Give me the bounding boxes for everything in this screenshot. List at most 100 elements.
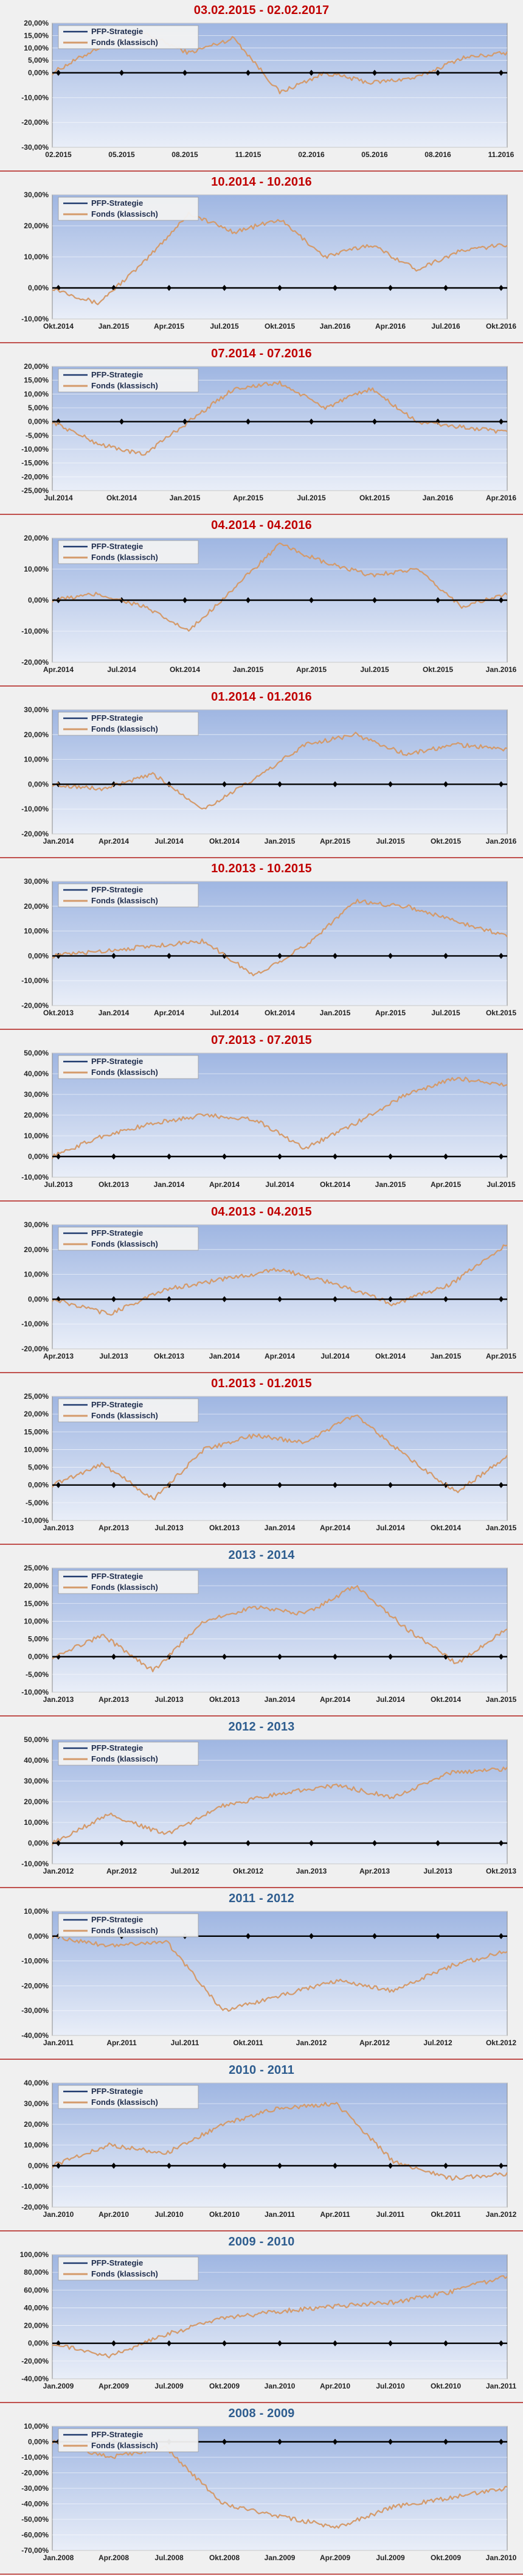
- y-tick-label: 20,00%: [24, 1410, 49, 1418]
- x-tick-label: Apr.2014: [43, 665, 74, 674]
- chart-svg: -25,00% -20,00% -15,00% -10,00% -5,00% 0,00% 5…: [21, 362, 516, 502]
- y-tick-label: 25,00%: [24, 1564, 49, 1572]
- x-tick-label: Jul.2013: [423, 1867, 452, 1875]
- x-tick-label: Jul.2014: [376, 1695, 405, 1704]
- x-tick-label: Jul.2015: [297, 494, 326, 502]
- y-tick-label: -10,00%: [21, 627, 49, 635]
- y-tick-label: 10,00%: [24, 565, 49, 573]
- series-fonds-line: [51, 1076, 508, 1159]
- x-tick-label: Okt.2013: [99, 1180, 129, 1189]
- y-tick-label: -10,00%: [21, 976, 49, 985]
- x-tick-label: Apr.2015: [233, 494, 263, 502]
- x-tick-label: Jan.2016: [486, 665, 517, 674]
- legend: PFP-Strategie Fonds (klassisch): [58, 25, 199, 49]
- x-tick-label: Okt.2008: [209, 2553, 240, 2562]
- y-tick-label: -10,00%: [21, 1957, 49, 1965]
- x-tick-label: Jan.2014: [265, 1524, 296, 1532]
- y-tick-label: 20,00%: [24, 1245, 49, 1254]
- x-tick-label: Jul.2009: [376, 2553, 405, 2562]
- y-tick-label: -10,00%: [21, 805, 49, 813]
- x-tick-label: Apr.2012: [359, 2039, 390, 2047]
- y-tick-label: 50,00%: [24, 1049, 49, 1057]
- x-tick-label: Jul.2009: [154, 2382, 184, 2390]
- x-tick-label: Apr.2015: [296, 665, 327, 674]
- y-tick-label: 10,00%: [24, 2141, 49, 2149]
- y-tick-label: 0,00%: [28, 2438, 49, 2446]
- chart-svg: -20,00% -10,00% 0,00% 10,00% 20,00% 30,00% Okt…: [21, 877, 516, 1017]
- chart-panel: 01.2013 - 01.2015 -10,00% -5,00% 0,00% 5,00%…: [0, 1373, 523, 1545]
- series-fonds-line: [52, 211, 508, 306]
- chart-svg: -70,00% -60,00% -50,00% -40,00% -30,00% -20,0…: [21, 2422, 516, 2562]
- x-tick-label: Jul.2011: [376, 2210, 405, 2219]
- y-tick-label: -20,00%: [21, 2203, 49, 2211]
- y-tick-label: -50,00%: [21, 2515, 49, 2524]
- y-tick-label: 15,00%: [24, 1427, 49, 1436]
- y-tick-label: -20,00%: [21, 1345, 49, 1353]
- x-tick-label: Jul.2015: [376, 837, 405, 845]
- panel-separator: [0, 685, 523, 687]
- x-tick-label: 08.2015: [171, 150, 198, 159]
- x-tick-label: Apr.2009: [99, 2382, 129, 2390]
- x-tick-label: Okt.2014: [431, 1695, 461, 1704]
- x-tick-label: Jan.2013: [296, 1867, 327, 1875]
- series-fonds-line: [52, 1585, 508, 1673]
- x-tick-label: Jul.2015: [487, 1180, 516, 1189]
- series-fonds-line: [52, 542, 508, 632]
- y-tick-label: 10,00%: [24, 1132, 49, 1140]
- y-tick-label: -20,00%: [21, 118, 49, 127]
- y-tick-label: 15,00%: [24, 376, 49, 385]
- x-tick-label: Jan.2014: [43, 837, 74, 845]
- x-tick-label: 05.2015: [108, 150, 135, 159]
- y-tick-label: -30,00%: [21, 2484, 49, 2493]
- chart-panel: 2008 - 2009 -70,00% -60,00% -50,00% -40,00% -…: [0, 2403, 523, 2575]
- legend-label-fonds: Fonds (klassisch): [91, 1411, 158, 1420]
- x-tick-label: Jan.2015: [320, 1009, 351, 1017]
- y-tick-label: 30,00%: [24, 877, 49, 886]
- x-tick-label: Jul.2008: [154, 2553, 184, 2562]
- x-tick-label: Jan.2015: [265, 837, 296, 845]
- y-tick-label: 0,00%: [28, 2339, 49, 2348]
- chart-panel: 04.2013 - 04.2015 -20,00% -10,00% 0,00% 10,0…: [0, 1202, 523, 1373]
- chart-panel: 2012 - 2013 -10,00% 0,00% 10,00% 20,00% 30,00…: [0, 1717, 523, 1888]
- x-tick-label: Jan.2010: [43, 2210, 74, 2219]
- y-tick-label: 15,00%: [24, 1599, 49, 1608]
- legend-label-pfp: PFP-Strategie: [91, 1572, 143, 1581]
- x-tick-label: Jan.2012: [43, 1867, 74, 1875]
- y-tick-label: -10,00%: [21, 93, 49, 102]
- y-tick-label: 0,00%: [28, 284, 49, 292]
- x-tick-label: Apr.2016: [486, 494, 516, 502]
- y-tick-label: -40,00%: [21, 2375, 49, 2383]
- x-tick-label: Apr.2010: [320, 2382, 350, 2390]
- chart-title: 04.2014 - 04.2016: [211, 519, 312, 532]
- series-fonds-line: [52, 1244, 508, 1316]
- legend-label-fonds: Fonds (klassisch): [91, 38, 158, 47]
- series-fonds-line: [51, 1766, 508, 1846]
- legend-label-pfp: PFP-Strategie: [91, 713, 143, 723]
- legend: PFP-Strategie Fonds (klassisch): [58, 1741, 199, 1766]
- legend: PFP-Strategie Fonds (klassisch): [58, 2428, 199, 2452]
- panel-separator: [0, 2230, 523, 2231]
- legend-label-fonds: Fonds (klassisch): [91, 1926, 158, 1935]
- x-tick-label: Jul.2015: [210, 322, 239, 331]
- x-tick-label: Apr.2014: [209, 1180, 240, 1189]
- chart-svg: -40,00% -30,00% -20,00% -10,00% 0,00% 10,00% J…: [21, 1907, 516, 2047]
- x-tick-label: Okt.2014: [209, 837, 240, 845]
- y-tick-label: 20,00%: [24, 1581, 49, 1590]
- y-tick-label: 20,00%: [24, 730, 49, 739]
- x-tick-label: Jul.2013: [44, 1180, 73, 1189]
- x-tick-label: Jan.2015: [170, 494, 201, 502]
- x-tick-label: Apr.2011: [106, 2039, 137, 2047]
- y-tick-label: 40,00%: [24, 1069, 49, 1078]
- x-tick-label: Okt.2014: [170, 665, 200, 674]
- panel-separator: [0, 1715, 523, 1717]
- legend-label-pfp: PFP-Strategie: [91, 1400, 143, 1409]
- x-tick-label: Apr.2016: [375, 322, 406, 331]
- x-tick-label: Jan.2012: [296, 2039, 327, 2047]
- y-tick-label: 20,00%: [24, 2120, 49, 2129]
- y-tick-label: -20,00%: [21, 2357, 49, 2365]
- x-tick-label: Apr.2013: [43, 1352, 74, 1360]
- x-tick-label: Jul.2013: [99, 1352, 128, 1360]
- x-tick-label: Jan.2014: [209, 1352, 240, 1360]
- y-tick-label: 10,00%: [24, 1270, 49, 1279]
- chart-panel: 2010 - 2011 -20,00% -10,00% 0,00% 10,00% 20,0…: [0, 2060, 523, 2231]
